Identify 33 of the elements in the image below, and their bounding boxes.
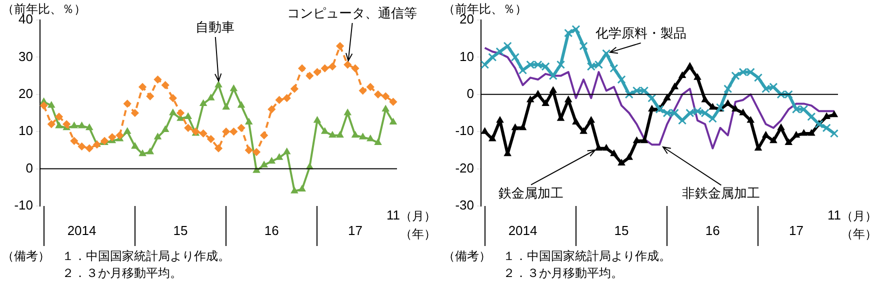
text: （月） (400, 209, 436, 224)
x-tick-label: 16 (264, 222, 279, 238)
text: （月） (841, 209, 877, 224)
y-tick-label: -30 (455, 198, 474, 213)
y-tick-label: 10 (460, 48, 474, 64)
text: 非鉄金属加工 (682, 186, 760, 202)
x-tick-label: 15 (173, 222, 188, 238)
y-tick-label: -20 (455, 160, 474, 176)
text: コンピュータ、通信等 (287, 6, 417, 22)
y-tick-label: 30 (18, 48, 33, 64)
text: 鉄金属加工 (498, 186, 564, 202)
x-tick-label: 16 (705, 222, 720, 238)
x-tick-label: 2014 (508, 222, 538, 238)
series-label: 化学原料・製品 (596, 26, 686, 42)
x-tick-label: 17 (788, 222, 804, 238)
y-tick-label: 20 (18, 86, 33, 101)
text: （年） (400, 227, 436, 242)
text: （備考） １．中国国家統計局より作成。 (1, 248, 231, 265)
text: （年） (841, 227, 877, 242)
x-tick-label: 15 (614, 222, 629, 238)
text: ２．３か月移動平均。 (502, 265, 624, 282)
y-tick-label: 0 (26, 160, 33, 176)
y-tick-label: -10 (14, 198, 33, 213)
x-tick-label: 2014 (67, 222, 96, 238)
y-tick-label: 0 (466, 86, 474, 101)
y-tick-label: -10 (455, 123, 474, 138)
y-tick-label: 10 (18, 123, 33, 138)
text: （備考） １．中国国家統計局より作成。 (442, 248, 672, 265)
x-tick-label: 11 (386, 207, 400, 222)
text: 自動車 (196, 20, 234, 36)
x-tick-label: 17 (348, 222, 362, 238)
text: ２．３か月移動平均。 (61, 265, 183, 282)
x-tick-label: 11 (827, 207, 841, 222)
